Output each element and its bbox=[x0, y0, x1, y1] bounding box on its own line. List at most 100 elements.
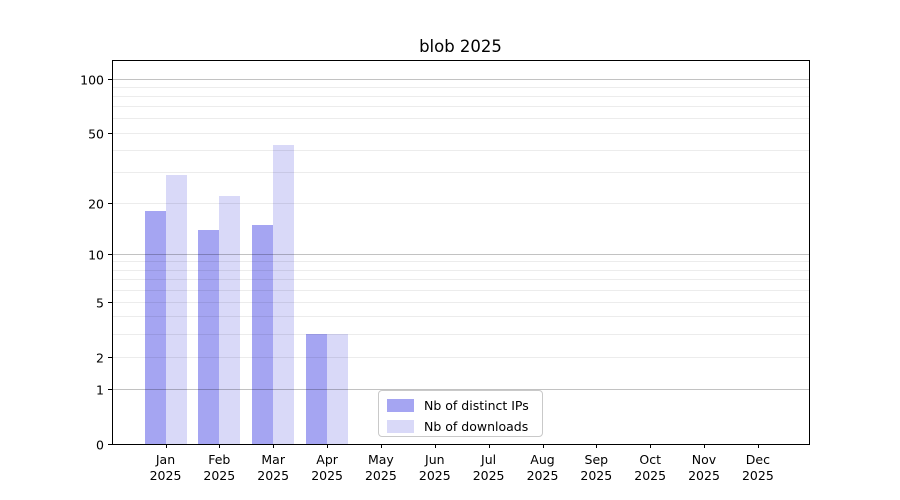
x-tick-month: Jun bbox=[425, 452, 445, 467]
x-axis-tick-label-jun: Jun 2025 bbox=[407, 452, 463, 484]
x-tick-mark-jun bbox=[434, 444, 436, 448]
x-tick-month: Feb bbox=[208, 452, 231, 467]
bar-downloads-feb bbox=[219, 196, 241, 444]
gridline-y-100 bbox=[113, 78, 809, 80]
gridline-y-30 bbox=[113, 171, 809, 173]
gridline-y-80 bbox=[113, 96, 809, 97]
x-axis-tick-label-jul: Jul 2025 bbox=[461, 452, 517, 484]
y-axis-tick-label-20: 20 bbox=[88, 196, 104, 212]
gridline-y-20 bbox=[113, 202, 809, 204]
gridline-y-70 bbox=[113, 106, 809, 108]
y-tick-mark-1 bbox=[108, 389, 112, 391]
x-tick-year: 2025 bbox=[311, 468, 343, 483]
x-tick-year: 2025 bbox=[580, 468, 613, 483]
x-tick-mark-may bbox=[380, 444, 382, 448]
x-tick-year: 2025 bbox=[149, 468, 182, 483]
legend-item-downloads: Nb of downloads bbox=[387, 418, 534, 435]
gridline-y-4 bbox=[113, 316, 809, 318]
bar-distinct-ips-mar bbox=[252, 224, 274, 444]
x-axis-tick-label-jan: Jan 2025 bbox=[138, 452, 194, 484]
gridline-y-10 bbox=[113, 253, 809, 255]
x-tick-mark-nov bbox=[704, 444, 705, 448]
y-tick-mark-20 bbox=[108, 203, 112, 205]
y-tick-mark-2 bbox=[108, 357, 112, 359]
legend-label-distinct-ips: Nb of distinct IPs bbox=[424, 398, 529, 413]
x-tick-mark-mar bbox=[273, 444, 275, 448]
x-axis-tick-label-apr: Apr 2025 bbox=[299, 452, 355, 484]
legend-swatch-distinct-ips bbox=[387, 399, 414, 412]
gridline-y-6 bbox=[113, 289, 809, 291]
y-axis-tick-label-0: 0 bbox=[96, 437, 104, 452]
gridline-y-50 bbox=[113, 132, 809, 134]
x-axis-tick-label-nov: Nov 2025 bbox=[676, 452, 732, 484]
legend-label-downloads: Nb of downloads bbox=[424, 419, 529, 434]
y-tick-mark-0 bbox=[108, 444, 112, 445]
x-tick-month: Apr bbox=[316, 452, 338, 467]
x-axis-tick-label-may: May 2025 bbox=[353, 452, 409, 484]
plot-area bbox=[112, 60, 810, 445]
x-tick-month: Mar bbox=[261, 452, 285, 467]
gridline-y-3 bbox=[113, 333, 809, 335]
x-tick-mark-jul bbox=[488, 444, 490, 448]
bar-downloads-mar bbox=[273, 144, 295, 444]
y-axis-tick-label-1: 1 bbox=[96, 382, 104, 398]
gridline-y-9 bbox=[113, 261, 809, 263]
x-tick-mark-dec bbox=[757, 444, 759, 448]
x-tick-year: 2025 bbox=[741, 468, 774, 483]
x-tick-mark-aug bbox=[542, 444, 544, 448]
y-axis-tick-label-5: 5 bbox=[96, 295, 104, 311]
x-tick-mark-apr bbox=[327, 444, 329, 448]
gridline-y-2 bbox=[113, 356, 809, 358]
x-tick-year: 2025 bbox=[526, 468, 559, 483]
bar-distinct-ips-apr bbox=[306, 334, 328, 444]
legend-swatch-downloads bbox=[387, 420, 414, 433]
x-tick-mark-feb bbox=[219, 444, 221, 448]
x-tick-month: Aug bbox=[530, 452, 555, 467]
x-tick-month: Sep bbox=[584, 452, 609, 467]
gridline-y-1 bbox=[113, 388, 809, 390]
bar-downloads-jan bbox=[165, 175, 187, 444]
bar-distinct-ips-jan bbox=[144, 211, 166, 444]
x-axis-tick-label-aug: Aug 2025 bbox=[515, 452, 571, 484]
x-tick-month: Oct bbox=[639, 452, 661, 467]
y-tick-mark-100 bbox=[108, 79, 112, 80]
x-tick-month: May bbox=[367, 452, 394, 467]
x-axis-tick-label-oct: Oct 2025 bbox=[622, 452, 678, 484]
gridline-y-5 bbox=[113, 301, 809, 303]
x-tick-month: Jan bbox=[155, 452, 176, 467]
x-tick-mark-oct bbox=[650, 444, 652, 448]
x-tick-year: 2025 bbox=[257, 468, 290, 483]
x-tick-year: 2025 bbox=[472, 468, 505, 483]
x-tick-year: 2025 bbox=[634, 468, 667, 483]
x-tick-month: Jul bbox=[481, 452, 497, 467]
gridline-y-7 bbox=[113, 279, 809, 280]
y-tick-mark-10 bbox=[108, 254, 112, 256]
gridline-y-60 bbox=[113, 118, 809, 120]
x-tick-mark-jan bbox=[165, 444, 167, 448]
y-axis-tick-label-2: 2 bbox=[96, 350, 104, 366]
x-tick-month: Dec bbox=[745, 452, 770, 467]
x-tick-year: 2025 bbox=[364, 468, 397, 483]
x-tick-mark-sep bbox=[596, 444, 598, 448]
x-tick-year: 2025 bbox=[688, 468, 720, 483]
x-axis-tick-label-dec: Dec 2025 bbox=[730, 452, 786, 484]
gridline-y-8 bbox=[113, 269, 809, 271]
x-tick-month: Nov bbox=[691, 452, 717, 467]
y-tick-mark-5 bbox=[108, 302, 112, 304]
legend-item-distinct-ips: Nb of distinct IPs bbox=[387, 397, 534, 414]
y-axis-tick-label-100: 100 bbox=[80, 72, 104, 87]
gridline-y-90 bbox=[113, 86, 809, 88]
x-axis-tick-label-feb: Feb 2025 bbox=[191, 452, 247, 484]
bar-distinct-ips-feb bbox=[198, 229, 220, 444]
chart-title: blob 2025 bbox=[419, 37, 502, 56]
y-tick-mark-50 bbox=[108, 133, 112, 135]
x-axis-tick-label-mar: Mar 2025 bbox=[245, 452, 301, 484]
y-axis-tick-label-50: 50 bbox=[88, 126, 104, 142]
x-tick-year: 2025 bbox=[418, 468, 451, 483]
legend: Nb of distinct IPs Nb of downloads bbox=[378, 390, 543, 437]
x-tick-year: 2025 bbox=[203, 468, 236, 483]
y-axis-tick-label-10: 10 bbox=[88, 247, 104, 263]
gridline-y-40 bbox=[113, 149, 809, 151]
bar-downloads-apr bbox=[327, 334, 349, 444]
